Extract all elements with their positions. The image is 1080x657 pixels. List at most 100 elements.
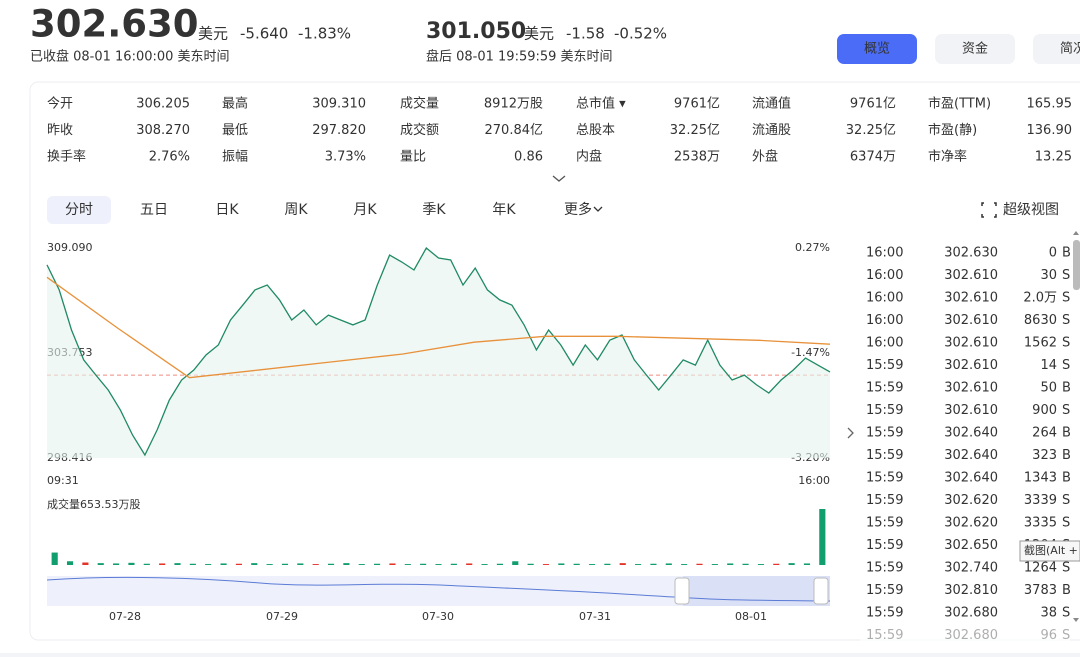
more-chevron[interactable]: [593, 206, 603, 212]
volume-bar: [312, 564, 319, 565]
trade-side: S: [1062, 268, 1070, 283]
volume-bar: [803, 563, 811, 565]
stat-label: 市盈(静): [928, 122, 977, 138]
trade-side: S: [1062, 493, 1070, 508]
collapse-arrow[interactable]: [847, 427, 854, 439]
volume-bar: [527, 563, 534, 565]
trade-time: 15:59: [866, 516, 903, 531]
trade-side: B: [1062, 246, 1071, 261]
trade-price: 302.640: [944, 426, 998, 441]
stat-value: 3.73%: [325, 150, 366, 165]
trade-price: 302.620: [944, 516, 998, 531]
price-line: [46, 247, 831, 457]
trade-time: 15:59: [866, 561, 903, 576]
navigator-handle[interactable]: [674, 577, 690, 605]
volume-bar: [604, 563, 611, 565]
trade-volume: 900: [1032, 403, 1057, 418]
volume-bar: [681, 564, 688, 565]
nav-date: 07-30: [422, 610, 454, 623]
active-tab-bg: [47, 196, 111, 224]
button[interactable]: [837, 34, 917, 64]
trade-volume: 3339: [1024, 493, 1057, 508]
pct-tick-label: -1.47%: [791, 346, 830, 359]
volume-bar: [496, 563, 503, 565]
trade-volume: 8630: [1024, 313, 1057, 328]
tab[interactable]: 日K: [215, 202, 239, 218]
tab[interactable]: 月K: [353, 202, 377, 218]
tab[interactable]: 周K: [284, 202, 308, 218]
after-change: -1.58: [566, 25, 605, 43]
volume-bar: [650, 563, 657, 565]
super-view-icon[interactable]: [981, 202, 997, 218]
volume-bar: [742, 563, 749, 565]
trade-time: 15:59: [866, 471, 903, 486]
trade-volume: 264: [1032, 426, 1057, 441]
trade-price: 302.620: [944, 493, 998, 508]
button-label[interactable]: 资金: [962, 41, 988, 57]
button-label[interactable]: 概览: [864, 41, 890, 57]
trade-volume: 1264: [1024, 561, 1057, 576]
trade-price: 302.610: [944, 291, 998, 306]
volume-bar: [404, 564, 411, 565]
button-label[interactable]: 简况: [1060, 41, 1080, 57]
volume-bar: [573, 563, 580, 565]
tab[interactable]: 季K: [422, 202, 446, 218]
after-status: 盘后 08-01 19:59:59 美东时间: [426, 49, 613, 65]
navigator-window[interactable]: [683, 576, 830, 606]
x-label: 09:31: [47, 474, 79, 487]
trade-price: 302.610: [944, 381, 998, 396]
stat-value: 270.84亿: [485, 123, 544, 138]
trade-volume: 2.0万: [1023, 291, 1057, 306]
volume-bar: [235, 563, 242, 565]
volume-bar: [358, 564, 365, 565]
volume-bar: [696, 563, 703, 565]
trade-volume: 3783: [1024, 583, 1057, 598]
tab[interactable]: 五日: [140, 202, 168, 218]
volume-bar: [297, 563, 304, 565]
trade-side: B: [1062, 381, 1071, 396]
trade-price: 302.650: [944, 538, 998, 553]
trade-volume: 38: [1040, 606, 1057, 621]
pct-tick-label: 0.27%: [795, 241, 830, 254]
nav-date: 07-31: [579, 610, 611, 623]
button[interactable]: [1033, 34, 1080, 64]
trade-side: S: [1062, 291, 1070, 306]
volume-bar: [512, 561, 519, 565]
stat-label: 振幅: [222, 150, 248, 165]
trade-price: 302.630: [944, 246, 998, 261]
tab[interactable]: 更多: [564, 201, 592, 218]
stat-value: 308.270: [136, 123, 190, 138]
trade-time: 15:59: [866, 381, 903, 396]
stat-value: 2.76%: [149, 150, 190, 165]
currency: 美元: [198, 25, 228, 43]
after-price: 301.050: [426, 19, 526, 44]
after-pct: -0.52%: [614, 25, 667, 43]
trade-time: 15:59: [866, 448, 903, 463]
trade-volume: 323: [1032, 448, 1057, 463]
expand-chevron[interactable]: [552, 175, 566, 182]
super-view[interactable]: 超级视图: [1003, 202, 1059, 218]
tab[interactable]: 分时: [65, 202, 93, 218]
trade-volume: 30: [1040, 268, 1057, 283]
trade-time: 16:00: [866, 246, 903, 261]
trade-time: 15:59: [866, 606, 903, 621]
trade-price: 302.680: [944, 606, 998, 621]
stat-label: 最低: [222, 123, 248, 138]
volume-bar: [665, 563, 672, 565]
scrollbar[interactable]: [1073, 240, 1080, 290]
volume-bar: [757, 564, 764, 565]
navigator-handle[interactable]: [813, 577, 829, 605]
trade-volume: 50: [1040, 381, 1057, 396]
stat-value: 32.25亿: [846, 123, 896, 138]
trade-time: 15:59: [866, 493, 903, 508]
average-line: [46, 276, 831, 379]
stat-label: 流通值: [752, 96, 791, 112]
stat-label: 换手率: [47, 149, 86, 165]
volume-bar: [619, 563, 626, 565]
tooltip-bg: [1019, 540, 1080, 562]
tab[interactable]: 年K: [492, 202, 516, 218]
stat-value: 309.310: [312, 97, 366, 112]
volume-bar: [251, 563, 258, 565]
button[interactable]: [935, 34, 1015, 64]
